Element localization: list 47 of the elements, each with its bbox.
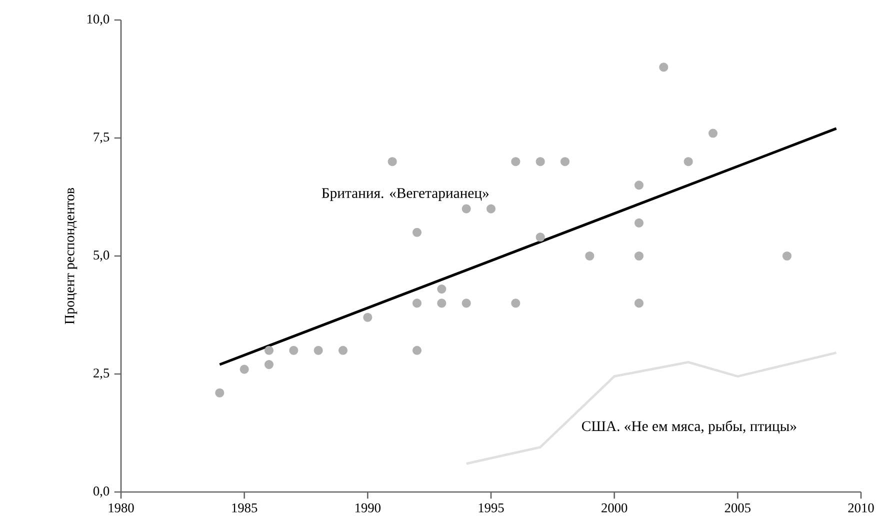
point (536, 157, 545, 166)
x-tick-label: 1985 (232, 503, 258, 512)
point (782, 251, 792, 261)
point (585, 251, 594, 261)
point (634, 218, 644, 228)
y-tick-label: 5,0 (94, 250, 110, 262)
point (684, 157, 693, 166)
series-label: Британия. «Вегетарианец» (322, 188, 489, 201)
point (388, 157, 397, 166)
point (289, 346, 298, 355)
y-axis-title: Процент респондентов (65, 188, 78, 324)
point (560, 157, 570, 166)
point (659, 62, 668, 72)
point (412, 346, 422, 355)
y-tick-label: 2,5 (94, 368, 110, 380)
x-tick-label: 1980 (108, 503, 134, 512)
point (240, 364, 249, 374)
point (412, 228, 422, 237)
point (511, 298, 520, 308)
series-label: США. «Не ем мяса, рыбы, птицы» (582, 420, 796, 434)
point (215, 388, 224, 398)
point (511, 157, 520, 166)
point (437, 298, 446, 308)
x-tick-label: 1995 (478, 503, 504, 512)
x-tick-label: 2000 (602, 503, 628, 512)
point (264, 346, 274, 355)
point (437, 284, 446, 294)
x-tick-label: 2005 (724, 503, 750, 512)
x-tick-label: 1990 (356, 503, 381, 512)
point (363, 312, 372, 322)
point (314, 346, 323, 355)
point (412, 298, 422, 308)
point (462, 204, 471, 214)
point (462, 298, 471, 308)
x-tick-label: 2010 (848, 503, 874, 512)
y-tick-label: 10,0 (87, 14, 110, 26)
y-tick-label: 7,5 (94, 132, 110, 144)
point (264, 360, 274, 370)
point (486, 204, 496, 214)
point (634, 251, 644, 261)
point (708, 128, 718, 138)
point (634, 180, 644, 190)
point (338, 346, 348, 355)
line-series (465, 352, 838, 465)
point (634, 298, 644, 308)
point (536, 232, 545, 242)
y-tick-label: 0,0 (93, 486, 110, 498)
